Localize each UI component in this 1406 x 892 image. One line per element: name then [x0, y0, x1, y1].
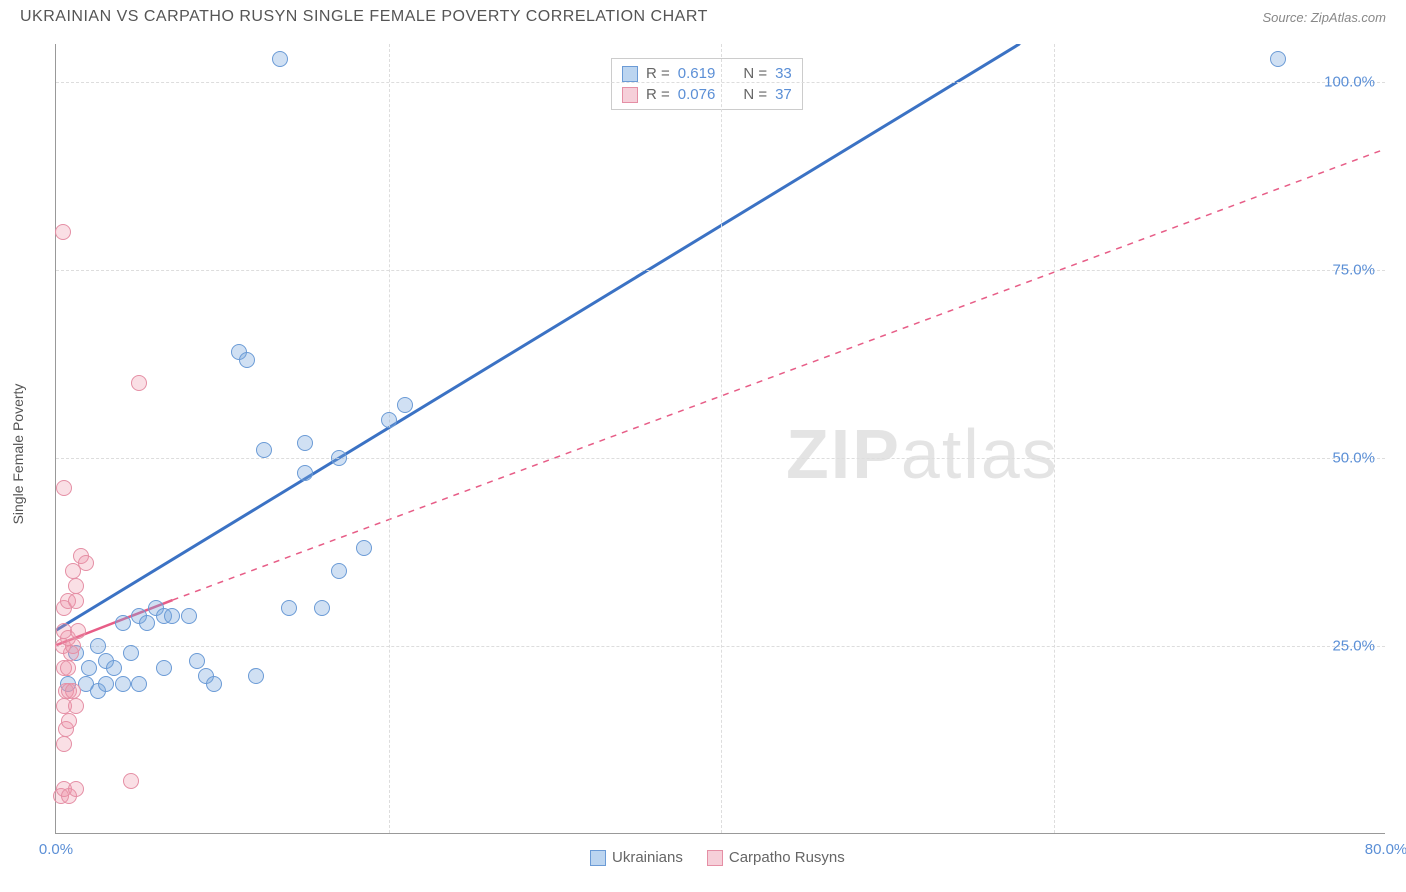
watermark-zip: ZIP: [786, 415, 901, 493]
data-point: [272, 51, 288, 67]
legend-swatch: [590, 850, 606, 866]
data-point: [297, 435, 313, 451]
data-point: [123, 773, 139, 789]
legend-swatch: [707, 850, 723, 866]
n-label: N =: [743, 86, 767, 103]
chart-title: UKRAINIAN VS CARPATHO RUSYN SINGLE FEMAL…: [20, 8, 708, 26]
source-attribution: Source: ZipAtlas.com: [1262, 10, 1386, 25]
data-point: [297, 465, 313, 481]
watermark-atlas: atlas: [901, 415, 1059, 493]
data-point: [70, 623, 86, 639]
y-tick-label: 100.0%: [1324, 73, 1375, 90]
watermark: ZIPatlas: [786, 414, 1059, 494]
r-value: 0.076: [678, 86, 716, 103]
n-value: 37: [775, 86, 792, 103]
y-tick-label: 50.0%: [1332, 449, 1375, 466]
x-tick-label: 0.0%: [39, 841, 73, 858]
data-point: [248, 668, 264, 684]
data-point: [381, 412, 397, 428]
plot-area: ZIPatlas R = 0.619N = 33R = 0.076N = 37 …: [55, 44, 1385, 834]
data-point: [90, 638, 106, 654]
data-point: [65, 683, 81, 699]
n-value: 33: [775, 65, 792, 82]
n-label: N =: [743, 65, 767, 82]
data-point: [115, 676, 131, 692]
chart-container: Single Female Poverty ZIPatlas R = 0.619…: [0, 34, 1406, 874]
data-point: [60, 660, 76, 676]
data-point: [239, 352, 255, 368]
y-axis-title: Single Female Poverty: [10, 384, 26, 525]
data-point: [68, 781, 84, 797]
data-point: [189, 653, 205, 669]
grid-line-v: [1054, 44, 1055, 833]
series-name: Ukrainians: [612, 849, 683, 866]
data-point: [1270, 51, 1286, 67]
data-point: [164, 608, 180, 624]
grid-line-v: [721, 44, 722, 833]
legend-swatch: [622, 87, 638, 103]
data-point: [55, 224, 71, 240]
stats-legend-row: R = 0.076 N = 37: [622, 84, 792, 105]
y-tick-label: 75.0%: [1332, 261, 1375, 278]
series-legend: Ukrainians Carpatho Rusyns: [590, 849, 845, 866]
data-point: [65, 638, 81, 654]
legend-swatch: [622, 66, 638, 82]
stats-legend: R = 0.619 N = 33 R = 0.076 N = 37: [611, 58, 803, 110]
data-point: [331, 450, 347, 466]
data-point: [61, 713, 77, 729]
chart-header: UKRAINIAN VS CARPATHO RUSYN SINGLE FEMAL…: [0, 0, 1406, 34]
data-point: [68, 593, 84, 609]
data-point: [131, 676, 147, 692]
source-prefix: Source:: [1262, 10, 1310, 25]
data-point: [115, 615, 131, 631]
r-label: R =: [646, 65, 670, 82]
data-point: [81, 660, 97, 676]
x-tick-label: 80.0%: [1365, 841, 1406, 858]
data-point: [281, 600, 297, 616]
grid-line-v: [389, 44, 390, 833]
data-point: [106, 660, 122, 676]
data-point: [397, 397, 413, 413]
series-legend-item: Carpatho Rusyns: [707, 849, 845, 866]
data-point: [78, 555, 94, 571]
data-point: [206, 676, 222, 692]
data-point: [156, 660, 172, 676]
trend-line: [173, 149, 1385, 600]
data-point: [331, 563, 347, 579]
series-legend-item: Ukrainians: [590, 849, 683, 866]
data-point: [56, 736, 72, 752]
data-point: [139, 615, 155, 631]
data-point: [123, 645, 139, 661]
source-name: ZipAtlas.com: [1311, 10, 1386, 25]
data-point: [56, 480, 72, 496]
data-point: [181, 608, 197, 624]
y-tick-label: 25.0%: [1332, 637, 1375, 654]
data-point: [256, 442, 272, 458]
r-value: 0.619: [678, 65, 716, 82]
data-point: [98, 676, 114, 692]
r-label: R =: [646, 86, 670, 103]
series-name: Carpatho Rusyns: [729, 849, 845, 866]
trend-line: [56, 44, 1019, 630]
data-point: [68, 578, 84, 594]
data-point: [68, 698, 84, 714]
data-point: [131, 375, 147, 391]
data-point: [314, 600, 330, 616]
data-point: [356, 540, 372, 556]
